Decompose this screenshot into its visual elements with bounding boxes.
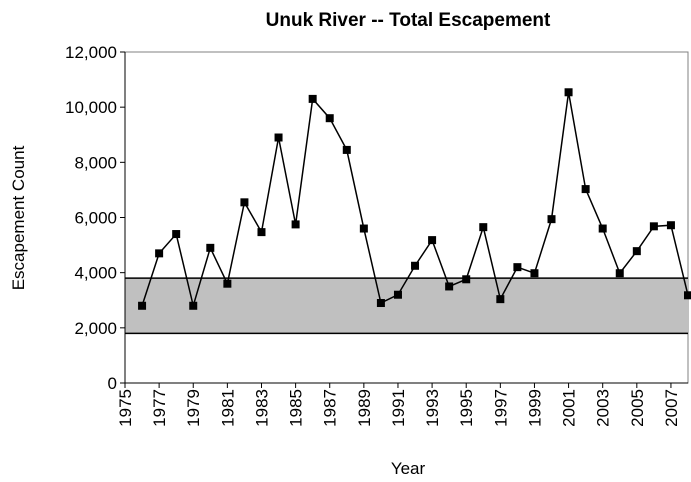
- data-point: [376, 299, 385, 308]
- data-point: [325, 114, 334, 123]
- data-point: [649, 222, 658, 231]
- data-point: [393, 290, 402, 299]
- x-tick-label: 2001: [560, 389, 579, 427]
- x-tick-label: 1995: [457, 389, 476, 427]
- goal-band: [125, 278, 688, 334]
- data-point: [632, 247, 641, 256]
- x-tick-label: 2007: [662, 389, 681, 427]
- data-point: [513, 263, 522, 272]
- y-tick-label: 6,000: [74, 209, 117, 228]
- x-tick-label: 1985: [287, 389, 306, 427]
- data-point: [496, 295, 505, 304]
- chart-title: Unuk River -- Total Escapement: [266, 10, 551, 31]
- data-point: [189, 301, 198, 310]
- x-tick-label: 1987: [321, 389, 340, 427]
- x-tick-label: 1975: [116, 389, 135, 427]
- data-point: [666, 221, 675, 230]
- y-tick-label: 12,000: [65, 43, 117, 62]
- x-tick-label: 1981: [218, 389, 237, 427]
- data-point: [155, 249, 164, 258]
- data-point: [291, 220, 300, 229]
- x-tick-label: 1991: [389, 389, 408, 427]
- data-point: [172, 230, 181, 239]
- data-point: [240, 198, 249, 207]
- data-point: [598, 224, 607, 233]
- data-point: [359, 224, 368, 233]
- y-axis-label: Escapement Count: [9, 145, 28, 290]
- data-point: [206, 243, 215, 252]
- y-tick-label: 8,000: [74, 153, 117, 172]
- data-point: [138, 301, 147, 310]
- data-point: [479, 223, 488, 232]
- x-tick-label: 2005: [628, 389, 647, 427]
- data-point: [308, 94, 317, 103]
- x-axis-label: Year: [391, 459, 426, 478]
- data-point: [581, 185, 590, 194]
- y-tick-label: 4,000: [74, 264, 117, 283]
- y-tick-label: 0: [108, 374, 117, 393]
- data-point: [530, 269, 539, 278]
- data-point: [615, 269, 624, 278]
- data-point: [342, 145, 351, 154]
- x-tick-label: 1999: [525, 389, 544, 427]
- data-point: [445, 282, 454, 291]
- x-tick-label: 1993: [423, 389, 442, 427]
- data-point: [428, 236, 437, 245]
- y-tick-label: 2,000: [74, 319, 117, 338]
- data-point: [564, 88, 573, 97]
- x-tick-label: 2003: [594, 389, 613, 427]
- data-point: [462, 275, 471, 284]
- data-point: [223, 279, 232, 288]
- series-line: [141, 92, 689, 309]
- x-tick-label: 1977: [150, 389, 169, 427]
- data-point: [411, 261, 420, 270]
- x-tick-label: 1983: [252, 389, 271, 427]
- data-point: [257, 228, 266, 237]
- x-tick-label: 1979: [184, 389, 203, 427]
- y-tick-label: 10,000: [65, 98, 117, 117]
- data-point: [274, 133, 283, 142]
- data-point: [684, 291, 691, 300]
- x-tick-label: 1997: [491, 389, 510, 427]
- data-point: [547, 215, 556, 224]
- x-tick-label: 1989: [355, 389, 374, 427]
